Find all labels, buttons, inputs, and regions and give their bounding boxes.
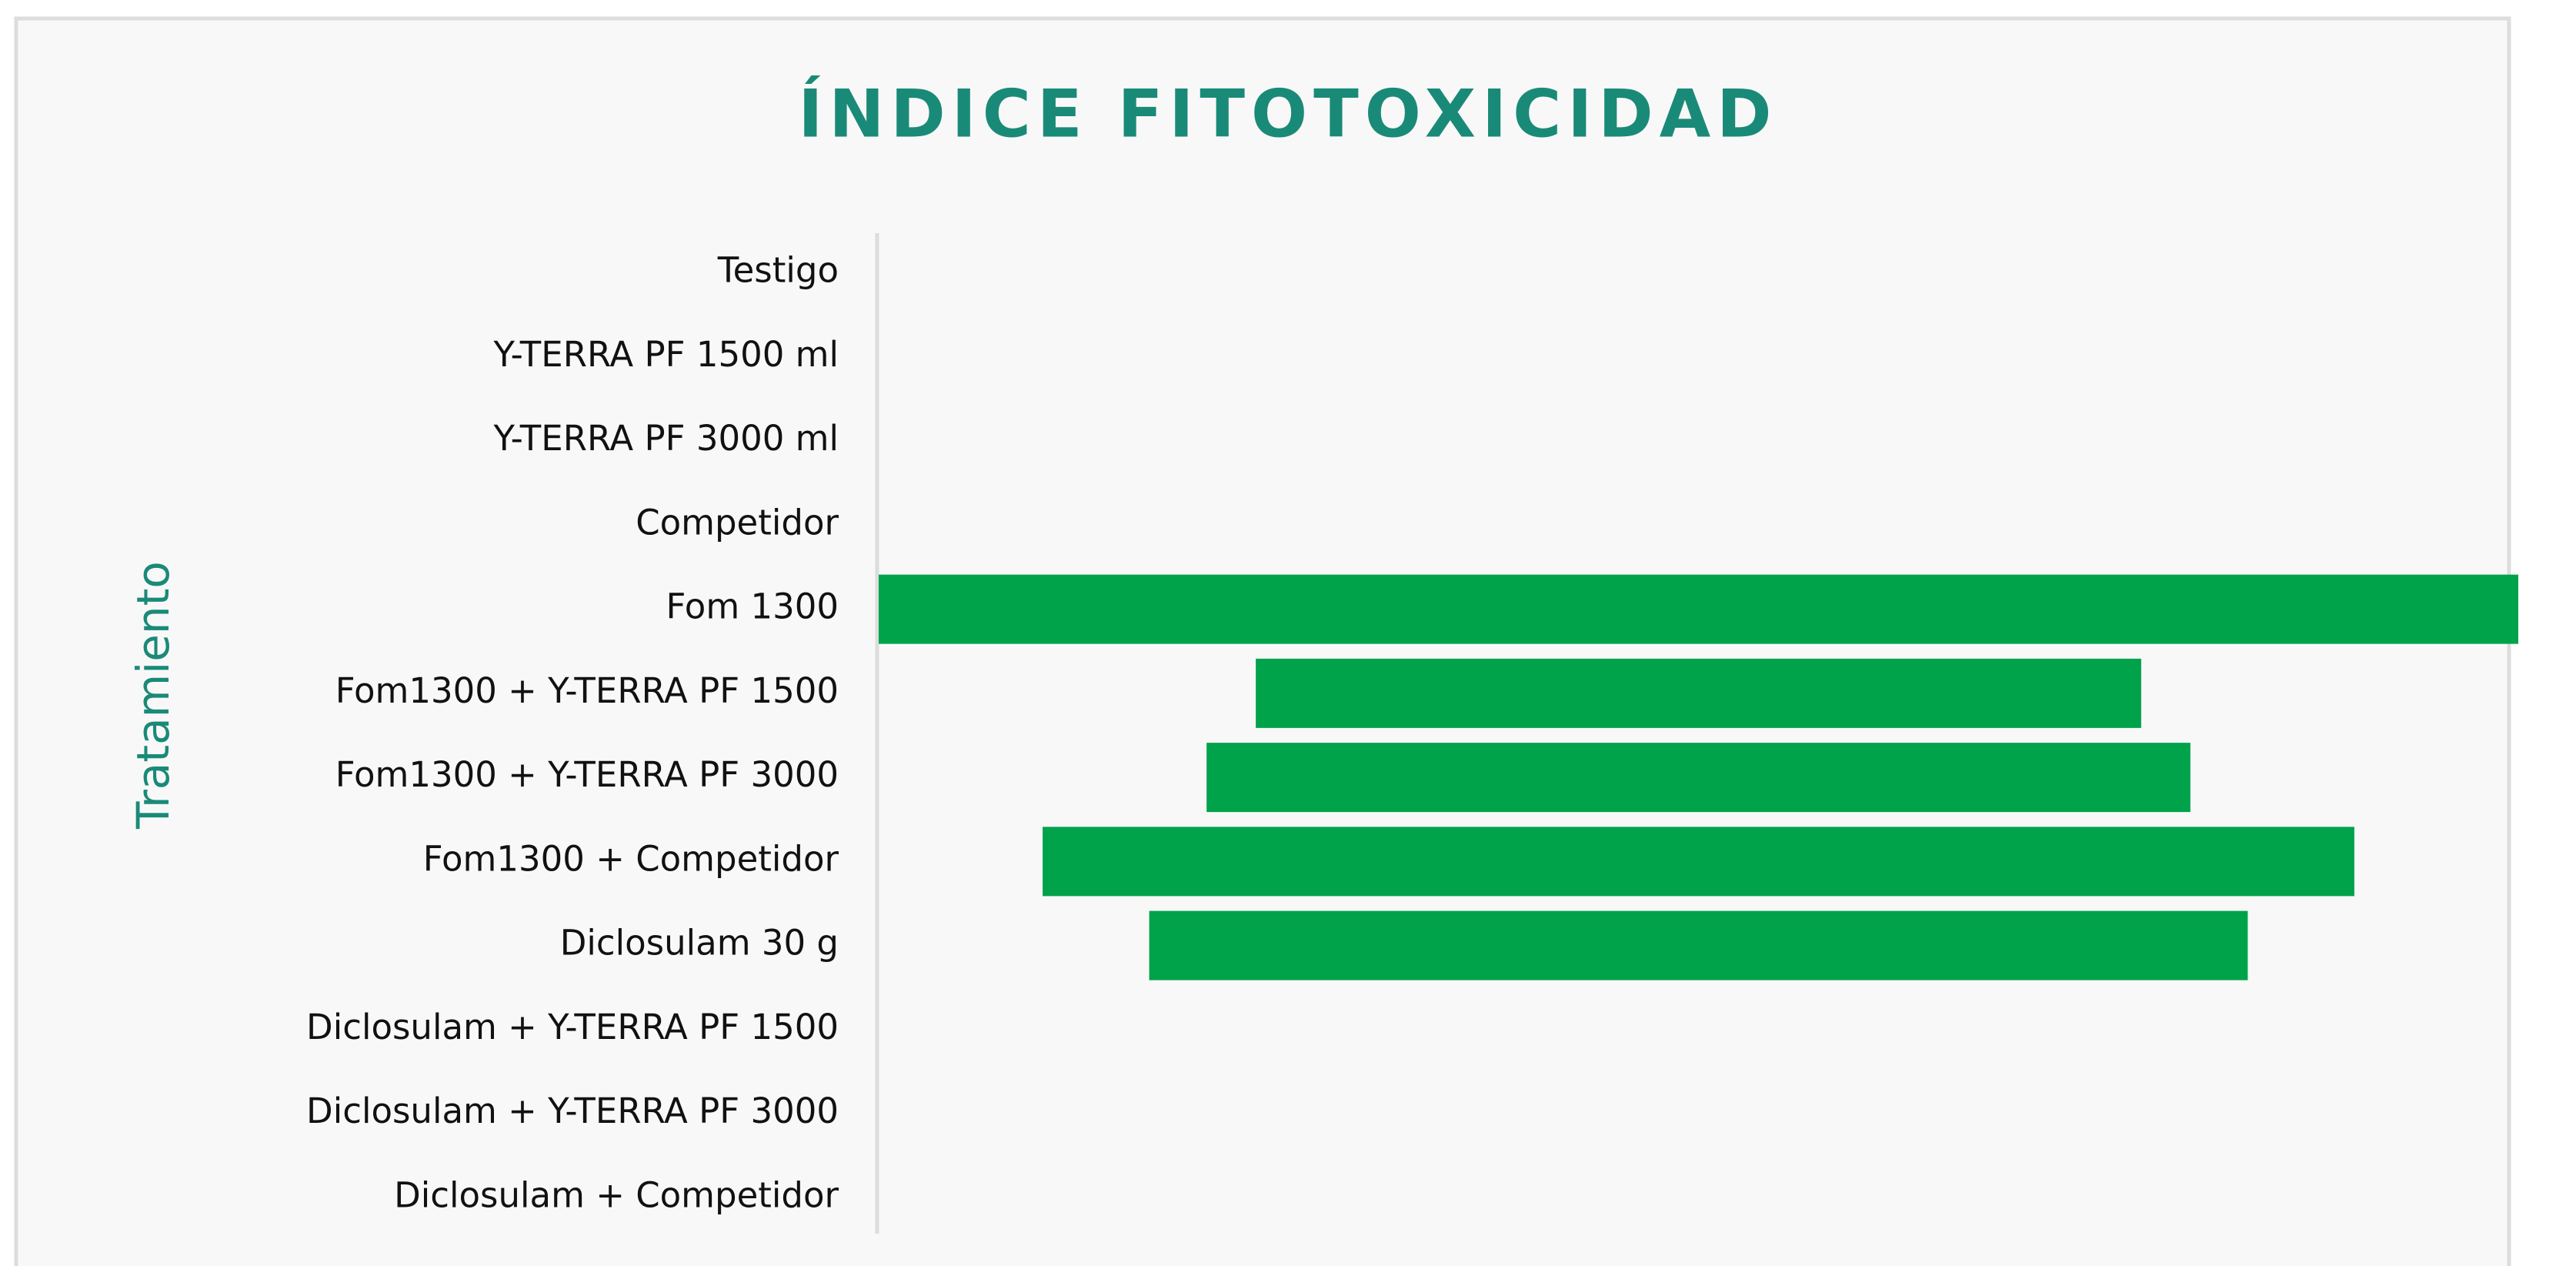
bar — [879, 574, 2518, 644]
y-tick-label: Fom1300 + Competidor — [423, 838, 839, 879]
y-tick-label: Fom 1300 — [666, 586, 839, 627]
y-tick-label: Diclosulam + Y-TERRA PF 3000 — [306, 1091, 839, 1131]
y-tick-label: Competidor — [636, 502, 839, 543]
bar — [1043, 827, 2354, 897]
y-tick-label: Diclosulam + Competidor — [394, 1174, 839, 1215]
y-tick-label: Fom1300 + Y-TERRA PF 1500 — [335, 670, 839, 711]
y-tick-label: Y-TERRA PF 3000 ml — [493, 418, 839, 459]
y-tick-label: Diclosulam 30 g — [560, 923, 839, 964]
y-tick-label: Fom1300 + Y-TERRA PF 3000 — [335, 754, 839, 795]
y-tick-label: Y-TERRA PF 1500 ml — [493, 334, 839, 375]
y-tick-label: Testigo — [717, 250, 839, 291]
y-axis-label: Tratamiento — [127, 561, 179, 830]
chart-title: ÍNDICE FITOTOXICIDAD — [798, 75, 1777, 152]
bar — [1206, 743, 2191, 813]
bar — [1256, 658, 2141, 728]
y-tick-label: Diclosulam + Y-TERRA PF 1500 — [306, 1007, 839, 1047]
bar — [1149, 910, 2248, 980]
